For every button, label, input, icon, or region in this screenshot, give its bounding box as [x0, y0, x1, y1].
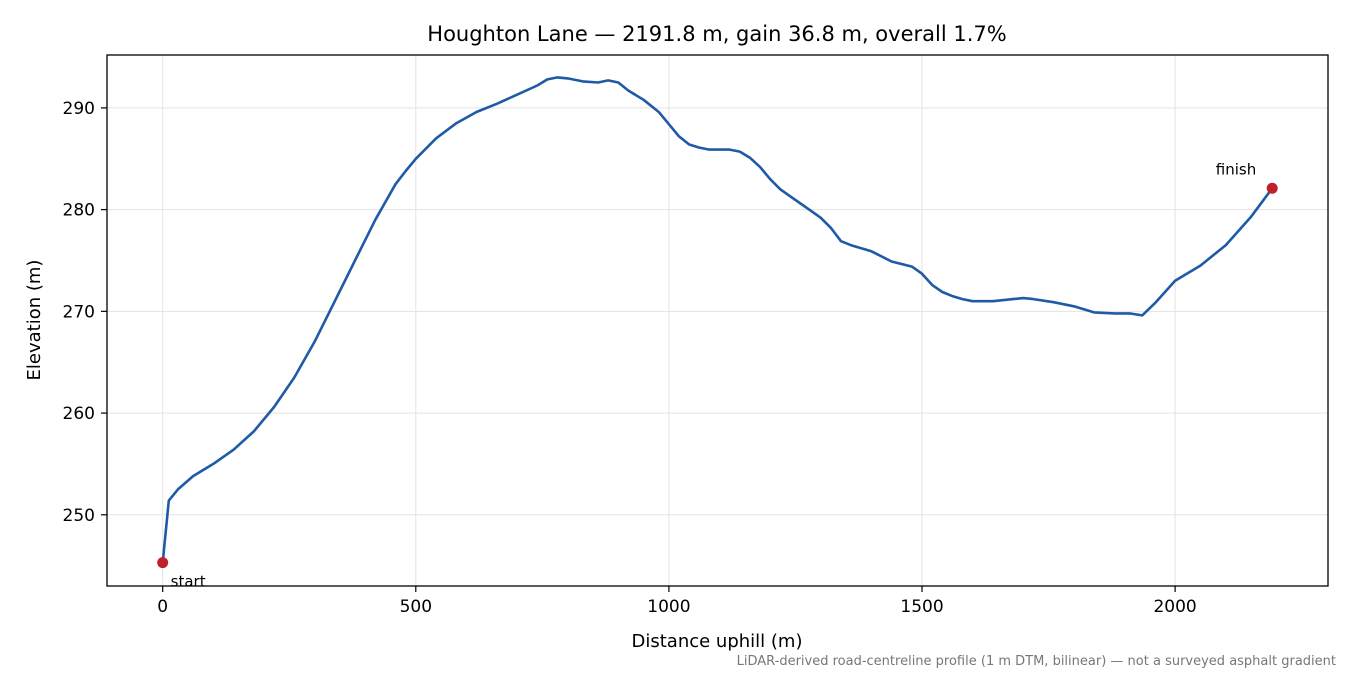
x-tick-label: 1000 — [647, 597, 690, 617]
series-layer: start finish — [157, 76, 1278, 591]
x-tick-label: 1500 — [900, 597, 943, 617]
elevation-line — [161, 76, 1274, 564]
finish-marker — [1266, 182, 1278, 194]
axis-ticks: 0 500 1000 1500 2000 250 260 270 280 290 — [63, 99, 1197, 617]
start-marker — [157, 557, 169, 569]
x-tick-label: 2000 — [1153, 597, 1196, 617]
y-tick-label: 280 — [63, 201, 95, 221]
finish-label: finish — [1216, 160, 1256, 178]
y-tick-label: 290 — [63, 99, 95, 119]
x-tick-label: 500 — [400, 597, 432, 617]
chart-title: Houghton Lane — 2191.8 m, gain 36.8 m, o… — [427, 22, 1006, 46]
plot-frame — [106, 54, 1329, 587]
y-tick-label: 260 — [63, 404, 95, 424]
y-tick-label: 270 — [63, 302, 95, 322]
y-axis-label: Elevation (m) — [24, 260, 45, 381]
start-label: start — [171, 573, 206, 591]
footnote-text: LiDAR-derived road-centreline profile (1… — [737, 654, 1336, 669]
grid-lines — [107, 55, 1328, 586]
x-tick-label: 0 — [157, 597, 168, 617]
x-axis-label: Distance uphill (m) — [632, 631, 803, 652]
y-tick-label: 250 — [63, 506, 95, 526]
